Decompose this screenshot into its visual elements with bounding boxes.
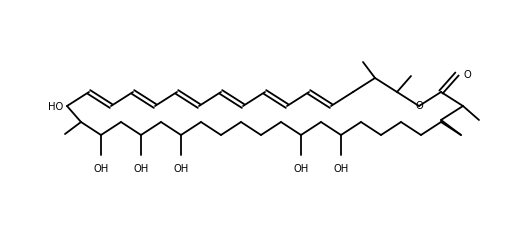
Text: HO: HO (48, 102, 63, 112)
Text: O: O (464, 70, 472, 80)
Text: OH: OH (133, 163, 148, 173)
Text: OH: OH (93, 163, 109, 173)
Text: OH: OH (333, 163, 349, 173)
Text: OH: OH (293, 163, 309, 173)
Text: OH: OH (174, 163, 188, 173)
Text: O: O (415, 100, 423, 110)
